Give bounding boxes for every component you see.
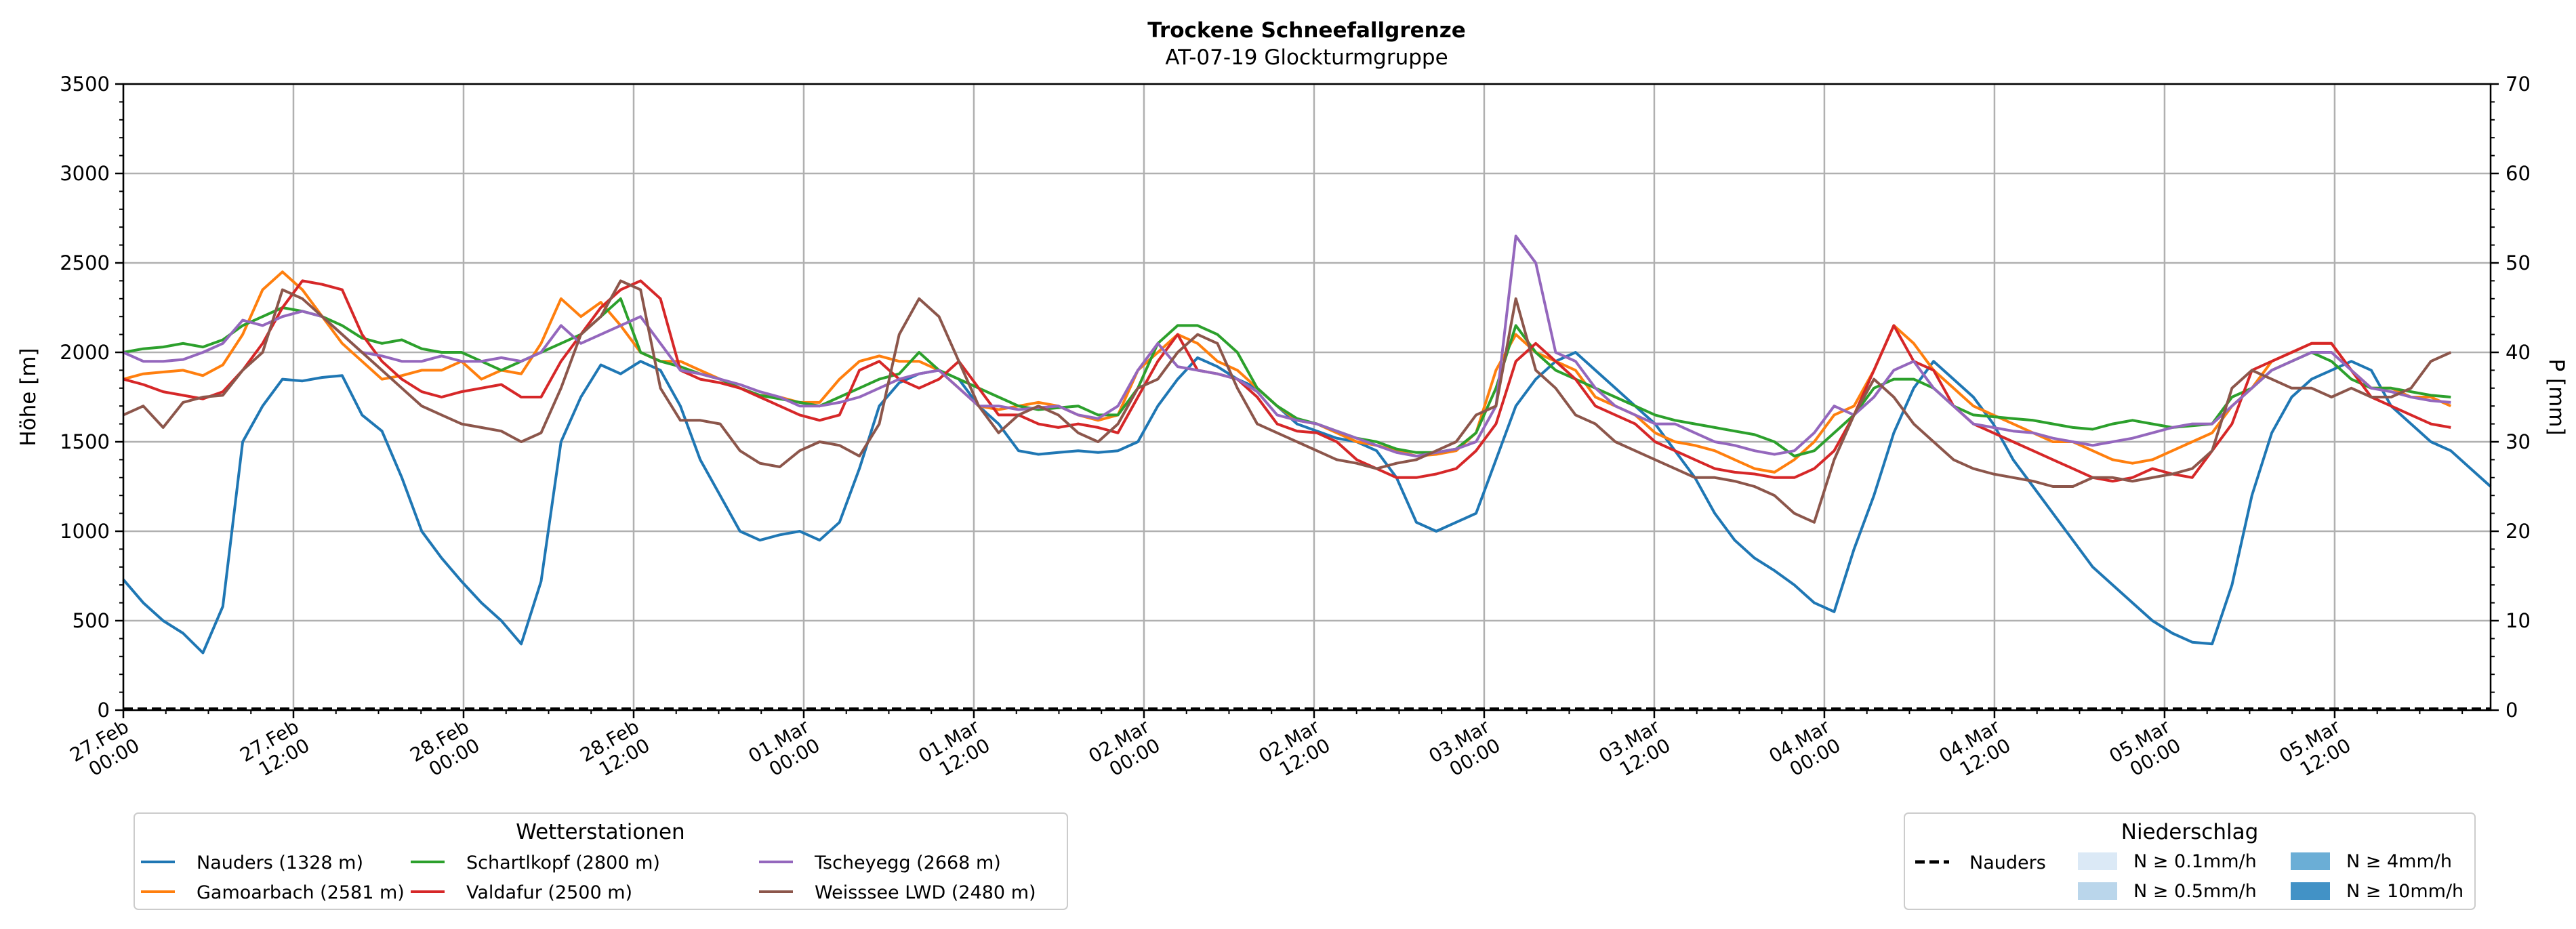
y-axis: 0 500 1000 1500 2000 2500 3000 3500	[60, 73, 123, 722]
legend-patch	[2291, 852, 2330, 870]
y2-tick-label: 20	[2506, 520, 2531, 543]
legend-patch	[2291, 882, 2330, 900]
y2-tick-label: 60	[2506, 162, 2531, 185]
legend-patch-label: N ≥ 0.1mm/h	[2133, 851, 2257, 872]
y-tick-label: 2000	[60, 341, 110, 364]
legend-patch-label: N ≥ 10mm/h	[2346, 881, 2463, 902]
series-lines	[122, 234, 2492, 655]
series-line-6	[123, 279, 2452, 524]
legend-patch-label: N ≥ 0.5mm/h	[2133, 881, 2257, 902]
y-axis-label: Höhe [m]	[16, 348, 41, 446]
y2-tick-label: 0	[2506, 699, 2518, 722]
legend-label: Schartlkopf (2800 m)	[466, 852, 660, 873]
y-tick-label: 2500	[60, 251, 110, 274]
y2-tick-label: 10	[2506, 609, 2531, 632]
grid	[122, 83, 2491, 711]
legend-stations: Wetterstationen Nauders (1328 m) Gamoarba…	[134, 812, 1068, 910]
chart-title: Trockene Schneefallgrenze	[1147, 18, 1466, 43]
y2-tick-label: 70	[2506, 73, 2531, 96]
legend-patch	[2078, 852, 2117, 870]
series-line-5	[123, 234, 2451, 458]
legend-precip-title: Niederschlag	[2121, 820, 2259, 844]
y2-axis-label: P [mm]	[2544, 358, 2569, 435]
y2-tick-label: 40	[2506, 341, 2531, 364]
legend-precip-line-label: Nauders	[1969, 852, 2046, 873]
y-tick-label: 1500	[60, 430, 110, 453]
y-tick-label: 500	[73, 609, 110, 632]
legend-label: Gamoarbach (2581 m)	[197, 882, 405, 903]
y-tick-label: 3500	[60, 73, 110, 96]
y-tick-label: 3000	[60, 162, 110, 185]
legend-label: Valdafur (2500 m)	[466, 882, 632, 903]
y2-axis: 0 10 20 30 40 50 60 70	[2491, 73, 2531, 722]
series-line-4	[123, 279, 2451, 483]
legend-patch	[2078, 882, 2117, 900]
series-line-1	[122, 351, 2492, 655]
y2-tick-label: 50	[2506, 251, 2531, 274]
legend-precip: Niederschlag Nauders N ≥ 0.1mm/h N ≥ 0.5m…	[1904, 812, 2476, 910]
series-line-3	[123, 297, 2451, 458]
legend-stations-title: Wetterstationen	[516, 820, 684, 844]
legend-label: Tscheyegg (2668 m)	[814, 852, 1001, 873]
y2-tick-label: 30	[2506, 430, 2531, 453]
legend-label: Nauders (1328 m)	[197, 852, 363, 873]
y-tick-label: 0	[98, 699, 110, 722]
plot-frame	[122, 83, 2492, 711]
chart-subtitle: AT-07-19 Glockturmgruppe	[1165, 45, 1448, 70]
legend-patch-label: N ≥ 4mm/h	[2346, 851, 2452, 872]
legend-label: Weisssee LWD (2480 m)	[815, 882, 1036, 903]
y-tick-label: 1000	[60, 520, 110, 543]
